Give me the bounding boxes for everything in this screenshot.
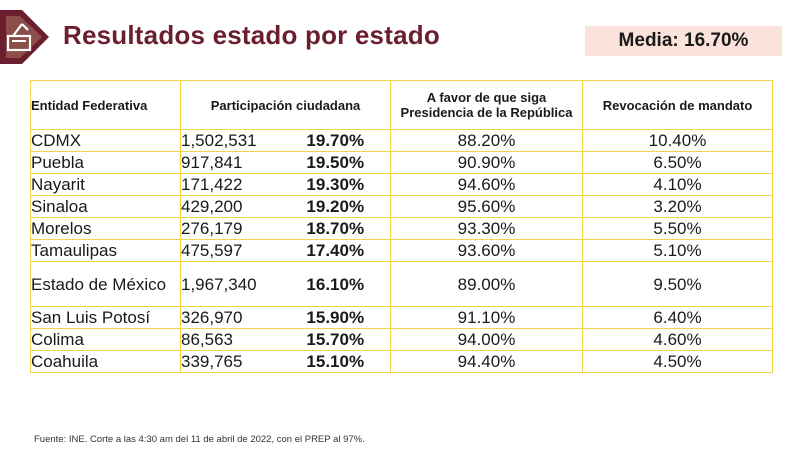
cell-votos: 86,563	[180, 328, 281, 351]
cell-revocacion: 6.40%	[582, 306, 774, 329]
header-participacion: Participación ciudadana	[179, 80, 392, 130]
cell-favor: 94.60%	[390, 173, 584, 196]
cell-participacion: 17.40%	[280, 239, 392, 262]
cell-votos: 171,422	[180, 173, 281, 196]
page-title: Resultados estado por estado	[63, 20, 440, 50]
cell-estado: Nayarit	[30, 173, 181, 196]
cell-estado: Estado de México	[30, 261, 181, 307]
table-row: Nayarit 171,422 19.30% 94.60% 4.10%	[30, 173, 774, 196]
cell-favor: 88.20%	[390, 129, 584, 152]
cell-revocacion: 5.10%	[582, 239, 774, 262]
cell-participacion: 15.70%	[280, 328, 392, 351]
cell-participacion: 15.10%	[280, 350, 392, 373]
ballot-box-icon	[0, 10, 50, 64]
cell-votos: 339,765	[180, 350, 281, 373]
cell-estado: Morelos	[30, 217, 181, 240]
cell-votos: 326,970	[180, 306, 281, 329]
table-row: Estado de México 1,967,340 16.10% 89.00%…	[30, 261, 774, 307]
cell-favor: 94.00%	[390, 328, 584, 351]
cell-estado: CDMX	[30, 129, 181, 152]
cell-participacion: 16.10%	[280, 261, 392, 307]
cell-participacion: 18.70%	[280, 217, 392, 240]
cell-revocacion: 4.60%	[582, 328, 774, 351]
cell-estado: Colima	[30, 328, 181, 351]
cell-participacion: 19.70%	[280, 129, 392, 152]
cell-participacion: 19.20%	[280, 195, 392, 218]
cell-votos: 429,200	[180, 195, 281, 218]
cell-revocacion: 4.10%	[582, 173, 774, 196]
header-favor: A favor de que siga Presidencia de la Re…	[390, 80, 584, 130]
cell-votos: 1,502,531	[180, 129, 281, 152]
table-row: Morelos 276,179 18.70% 93.30% 5.50%	[30, 217, 774, 240]
table-row: Tamaulipas 475,597 17.40% 93.60% 5.10%	[30, 239, 774, 262]
table-row: Sinaloa 429,200 19.20% 95.60% 3.20%	[30, 195, 774, 218]
cell-participacion: 19.30%	[280, 173, 392, 196]
cell-votos: 1,967,340	[180, 261, 281, 307]
source-note: Fuente: INE. Corte a las 4:30 am del 11 …	[34, 434, 365, 445]
cell-estado: Puebla	[30, 151, 181, 174]
cell-estado: San Luis Potosí	[30, 306, 181, 329]
cell-participacion: 19.50%	[280, 151, 392, 174]
cell-favor: 89.00%	[390, 261, 584, 307]
table-row: Coahuila 339,765 15.10% 94.40% 4.50%	[30, 350, 774, 373]
cell-votos: 917,841	[180, 151, 281, 174]
cell-revocacion: 3.20%	[582, 195, 774, 218]
cell-favor: 95.60%	[390, 195, 584, 218]
results-table: Entidad Federativa Participación ciudada…	[30, 80, 774, 373]
cell-favor: 93.30%	[390, 217, 584, 240]
cell-revocacion: 6.50%	[582, 151, 774, 174]
cell-revocacion: 4.50%	[582, 350, 774, 373]
cell-favor: 91.10%	[390, 306, 584, 329]
header-revocacion: Revocación de mandato	[582, 80, 774, 130]
cell-estado: Tamaulipas	[30, 239, 181, 262]
media-badge: Media: 16.70%	[585, 26, 782, 56]
table-row: Puebla 917,841 19.50% 90.90% 6.50%	[30, 151, 774, 174]
cell-revocacion: 9.50%	[582, 261, 774, 307]
cell-estado: Coahuila	[30, 350, 181, 373]
table-header-row: Entidad Federativa Participación ciudada…	[30, 80, 774, 130]
cell-revocacion: 10.40%	[582, 129, 774, 152]
cell-estado: Sinaloa	[30, 195, 181, 218]
header-entidad: Entidad Federativa	[30, 80, 181, 130]
cell-favor: 90.90%	[390, 151, 584, 174]
cell-favor: 93.60%	[390, 239, 584, 262]
table-row: Colima 86,563 15.70% 94.00% 4.60%	[30, 328, 774, 351]
cell-favor: 94.40%	[390, 350, 584, 373]
cell-participacion: 15.90%	[280, 306, 392, 329]
table-row: San Luis Potosí 326,970 15.90% 91.10% 6.…	[30, 306, 774, 329]
cell-votos: 475,597	[180, 239, 281, 262]
cell-votos: 276,179	[180, 217, 281, 240]
table-row: CDMX 1,502,531 19.70% 88.20% 10.40%	[30, 129, 774, 152]
cell-revocacion: 5.50%	[582, 217, 774, 240]
